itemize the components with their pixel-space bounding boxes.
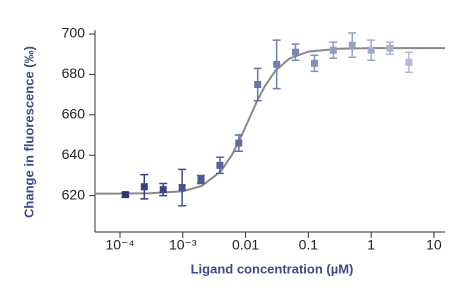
data-point xyxy=(329,46,337,54)
data-point xyxy=(197,175,205,183)
y-tick-label: 660 xyxy=(62,106,86,122)
data-point xyxy=(310,59,318,67)
data-point xyxy=(121,191,129,199)
data-point xyxy=(159,186,167,194)
data-point xyxy=(273,60,281,68)
fit-curve xyxy=(95,47,445,195)
data-point xyxy=(367,46,375,54)
y-tick-label: 700 xyxy=(62,25,86,41)
data-point xyxy=(254,81,262,89)
y-tick-label: 640 xyxy=(62,146,86,162)
data-point xyxy=(292,48,300,56)
x-tick-label: 10 xyxy=(426,237,442,253)
data-point xyxy=(216,161,224,169)
data-point xyxy=(178,184,186,192)
x-tick-label: 10⁻³ xyxy=(169,237,197,253)
y-axis-label: Change in fluorescence (‰) xyxy=(21,46,36,218)
data-point xyxy=(140,183,148,191)
x-tick-label: 1 xyxy=(367,237,375,253)
y-tick-label: 680 xyxy=(62,65,86,81)
data-point xyxy=(235,139,243,147)
x-tick-label: 0.01 xyxy=(232,237,259,253)
data-point xyxy=(348,41,356,49)
x-tick-label: 10⁻⁴ xyxy=(105,237,134,253)
data-point xyxy=(405,58,413,66)
x-axis-label: Ligand concentration (µM) xyxy=(191,261,354,276)
data-point xyxy=(386,44,394,52)
x-tick-label: 0.1 xyxy=(299,237,319,253)
y-tick-label: 620 xyxy=(62,186,86,202)
